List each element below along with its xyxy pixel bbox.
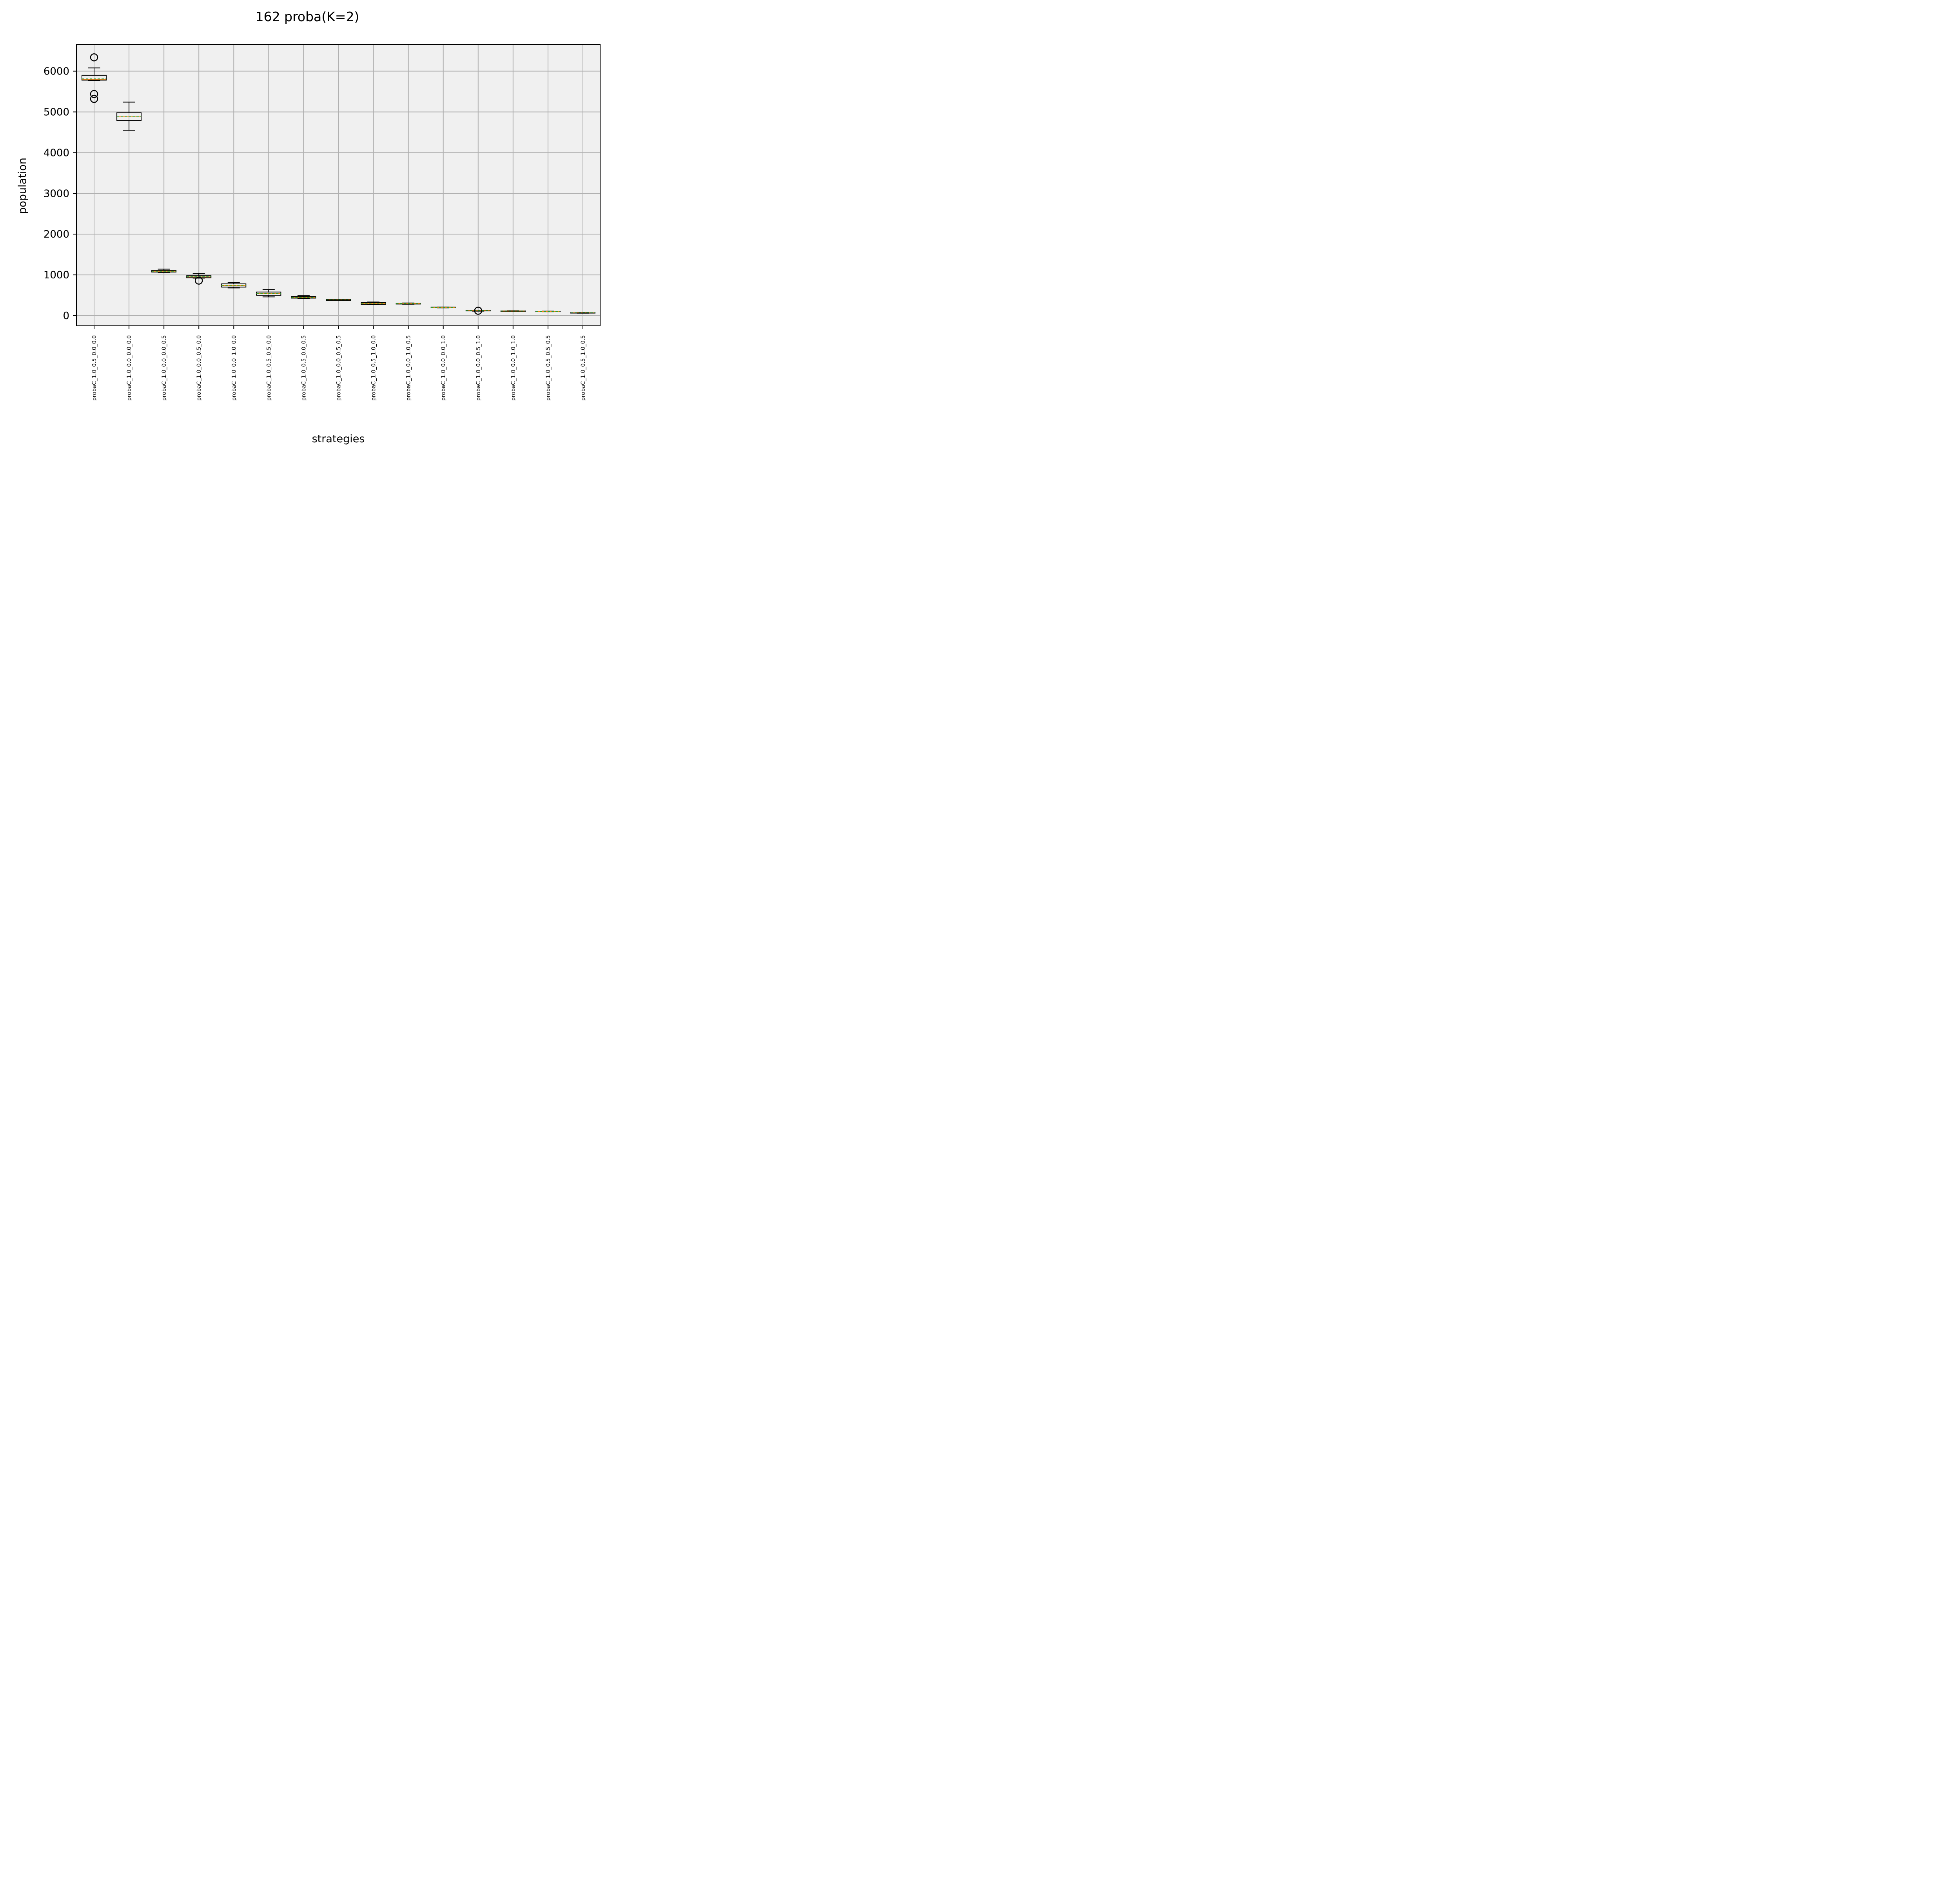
y-tick-label: 5000: [44, 106, 69, 118]
x-tick-label: probaC_1.0_0.0_1.0_0.5: [406, 335, 412, 401]
x-tick-label: probaC_1.0_0.0_0.5_0.5: [336, 335, 342, 401]
box-group: [535, 311, 561, 312]
y-axis-ticks: 0 1000 2000 3000 4000 5000 6000: [44, 66, 76, 322]
outlier-point: [474, 307, 483, 315]
box-group: [430, 306, 456, 309]
y-tick-label: 6000: [44, 66, 69, 78]
box-group: [465, 307, 491, 315]
box-group: [256, 289, 281, 298]
x-tick-label: probaC_1.0_0.0_0.5_1.0: [475, 335, 482, 401]
x-tick-label: probaC_1.0_0.0_0.0_0.5: [161, 335, 167, 401]
x-axis-title: strategies: [312, 433, 365, 445]
box-group: [116, 102, 142, 131]
y-tick-label: 0: [63, 310, 69, 322]
box-group: [570, 312, 595, 314]
box-group: [361, 302, 386, 305]
box-group: [291, 295, 316, 299]
x-axis-ticks: probaC_1.0_0.5_0.0_0.0 probaC_1.0_0.0_0.0…: [91, 326, 586, 401]
box-group: [82, 53, 107, 103]
box-group: [500, 310, 526, 312]
x-tick-label: probaC_1.0_0.0_1.0_0.0: [231, 335, 237, 401]
x-tick-label: probaC_1.0_0.5_0.5_0.5: [545, 335, 552, 401]
x-tick-label: probaC_1.0_0.5_0.0_0.5: [301, 335, 307, 401]
box-plot-chart: 162 proba(K=2) 0 1000 2000 3000 4000 5000 6000…: [16, 9, 601, 445]
chart-title: 162 proba(K=2): [256, 9, 359, 24]
y-tick-label: 3000: [44, 188, 69, 200]
x-tick-label: probaC_1.0_0.5_1.0_0.0: [371, 335, 377, 401]
outlier-point: [194, 276, 203, 285]
boxes-layer: [82, 53, 595, 315]
box: [82, 74, 107, 81]
x-tick-label: probaC_1.0_0.0_0.0_0.0: [126, 335, 132, 401]
outlier-point: [90, 90, 98, 98]
box-group: [396, 302, 421, 305]
y-tick-label: 2000: [44, 229, 69, 240]
outlier-point: [90, 53, 98, 62]
y-axis-title: population: [16, 158, 29, 214]
x-tick-label: probaC_1.0_0.0_1.0_1.0: [510, 335, 517, 401]
x-tick-label: probaC_1.0_0.5_0.5_0.0: [266, 335, 272, 401]
x-tick-label: probaC_1.0_0.0_0.0_1.0: [441, 335, 447, 401]
box-group: [186, 272, 212, 285]
box-group: [151, 269, 177, 273]
x-tick-label: probaC_1.0_0.5_0.0_0.0: [91, 335, 98, 401]
y-tick-label: 4000: [44, 147, 69, 159]
outlier-point: [90, 94, 98, 103]
box-group: [221, 282, 247, 289]
grid-lines: [76, 45, 600, 326]
x-tick-label: probaC_1.0_0.0_0.5_0.0: [196, 335, 202, 401]
x-tick-label: probaC_1.0_0.5_1.0_0.5: [580, 335, 586, 401]
y-tick-label: 1000: [44, 269, 69, 281]
box-group: [326, 299, 351, 301]
